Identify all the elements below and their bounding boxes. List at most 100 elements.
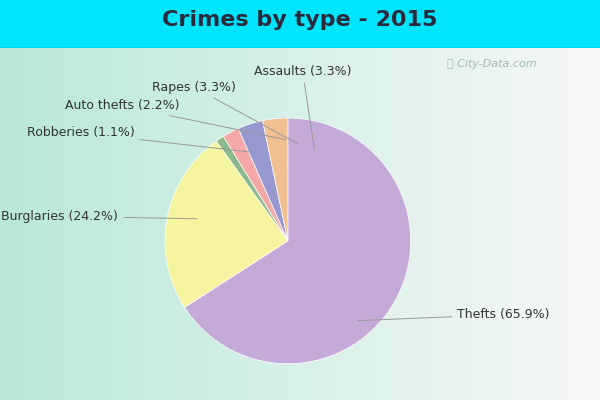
Bar: [540, 48, 546, 400]
Bar: [288, 48, 294, 400]
Bar: [330, 48, 336, 400]
Bar: [372, 48, 378, 400]
Bar: [594, 48, 600, 400]
Bar: [132, 48, 138, 400]
Bar: [402, 48, 408, 400]
Bar: [276, 48, 282, 400]
Bar: [114, 48, 120, 400]
Bar: [42, 48, 48, 400]
Bar: [246, 48, 252, 400]
Bar: [588, 48, 594, 400]
Bar: [258, 48, 264, 400]
Bar: [576, 48, 582, 400]
Wedge shape: [223, 128, 288, 241]
Bar: [546, 48, 552, 400]
Bar: [0, 48, 6, 400]
Bar: [498, 48, 504, 400]
Bar: [216, 48, 222, 400]
Bar: [234, 48, 240, 400]
Bar: [36, 48, 42, 400]
Bar: [342, 48, 348, 400]
Bar: [396, 48, 402, 400]
Bar: [174, 48, 180, 400]
Bar: [108, 48, 114, 400]
Bar: [30, 48, 36, 400]
Bar: [414, 48, 420, 400]
Bar: [192, 48, 198, 400]
Wedge shape: [263, 118, 288, 241]
Bar: [210, 48, 216, 400]
Bar: [582, 48, 588, 400]
Bar: [48, 48, 54, 400]
Bar: [564, 48, 570, 400]
Bar: [96, 48, 102, 400]
Bar: [228, 48, 234, 400]
Bar: [378, 48, 384, 400]
Bar: [144, 48, 150, 400]
Bar: [102, 48, 108, 400]
Bar: [138, 48, 144, 400]
Bar: [552, 48, 558, 400]
Bar: [252, 48, 258, 400]
Text: Assaults (3.3%): Assaults (3.3%): [254, 65, 352, 150]
Bar: [324, 48, 330, 400]
Bar: [492, 48, 498, 400]
Bar: [120, 48, 126, 400]
Bar: [72, 48, 78, 400]
Bar: [90, 48, 96, 400]
Bar: [204, 48, 210, 400]
Text: Auto thefts (2.2%): Auto thefts (2.2%): [65, 99, 285, 140]
Bar: [510, 48, 516, 400]
Bar: [150, 48, 156, 400]
Bar: [126, 48, 132, 400]
Bar: [78, 48, 84, 400]
Bar: [156, 48, 162, 400]
Bar: [348, 48, 354, 400]
Wedge shape: [216, 136, 288, 241]
Bar: [438, 48, 444, 400]
Bar: [186, 48, 192, 400]
Bar: [240, 48, 246, 400]
Bar: [558, 48, 564, 400]
Bar: [468, 48, 474, 400]
Bar: [300, 48, 306, 400]
Bar: [480, 48, 486, 400]
Bar: [420, 48, 426, 400]
Text: Crimes by type - 2015: Crimes by type - 2015: [163, 10, 437, 30]
Bar: [444, 48, 450, 400]
Bar: [18, 48, 24, 400]
Wedge shape: [238, 121, 288, 241]
Bar: [516, 48, 522, 400]
Bar: [390, 48, 396, 400]
Bar: [432, 48, 438, 400]
Bar: [354, 48, 360, 400]
Bar: [12, 48, 18, 400]
Bar: [486, 48, 492, 400]
Bar: [282, 48, 288, 400]
Bar: [294, 48, 300, 400]
Bar: [360, 48, 366, 400]
Bar: [54, 48, 60, 400]
Text: Rapes (3.3%): Rapes (3.3%): [152, 81, 298, 144]
Text: ⓘ City-Data.com: ⓘ City-Data.com: [447, 59, 537, 69]
Bar: [84, 48, 90, 400]
Wedge shape: [165, 141, 288, 307]
Bar: [198, 48, 204, 400]
Bar: [264, 48, 270, 400]
Bar: [312, 48, 318, 400]
Bar: [534, 48, 540, 400]
Bar: [504, 48, 510, 400]
Bar: [474, 48, 480, 400]
Bar: [366, 48, 372, 400]
Bar: [336, 48, 342, 400]
Bar: [462, 48, 468, 400]
Bar: [6, 48, 12, 400]
Text: Thefts (65.9%): Thefts (65.9%): [358, 308, 550, 321]
Bar: [528, 48, 534, 400]
Text: Burglaries (24.2%): Burglaries (24.2%): [1, 210, 197, 223]
Text: Robberies (1.1%): Robberies (1.1%): [26, 126, 251, 152]
Bar: [384, 48, 390, 400]
Bar: [306, 48, 312, 400]
Bar: [180, 48, 186, 400]
Bar: [456, 48, 462, 400]
